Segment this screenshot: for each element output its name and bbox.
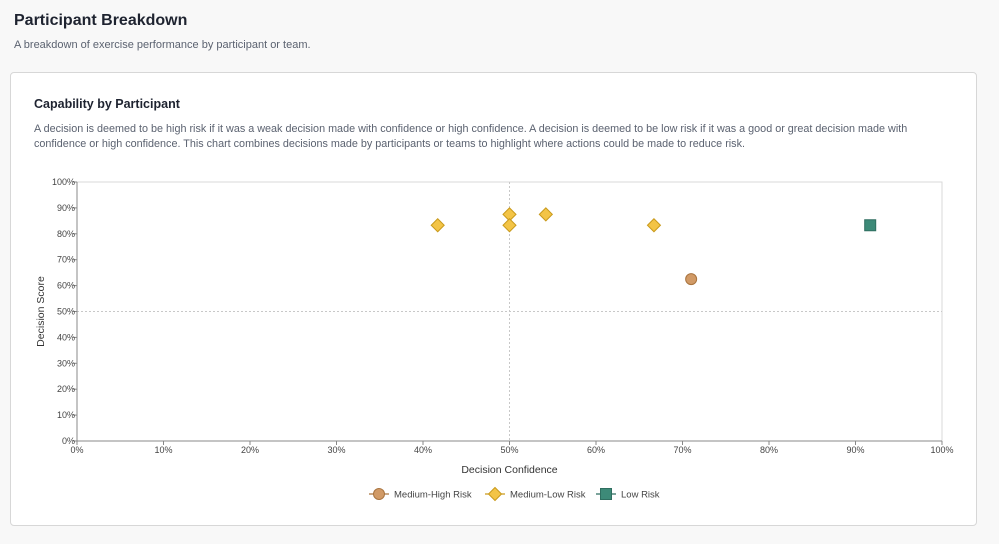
y-tick-label: 10% xyxy=(57,410,75,420)
card-description: A decision is deemed to be high risk if … xyxy=(34,123,908,150)
legend-marker-square xyxy=(600,488,612,500)
y-tick-label: 80% xyxy=(57,229,75,239)
x-tick-label: 60% xyxy=(587,445,605,455)
legend-label: Low Risk xyxy=(621,490,660,501)
chart-card: Capability by Participant A decision is … xyxy=(10,72,977,526)
card-title: Capability by Participant xyxy=(34,97,180,111)
x-tick-label: 30% xyxy=(327,445,345,455)
x-tick-label: 70% xyxy=(673,445,691,455)
data-point-diamond xyxy=(502,218,517,233)
x-tick-label: 100% xyxy=(930,445,953,455)
legend-label: Medium-Low Risk xyxy=(510,490,586,501)
y-tick-label: 100% xyxy=(52,177,75,187)
data-point-diamond xyxy=(538,207,554,222)
y-axis-title: Decision Score xyxy=(35,276,47,347)
x-tick-label: 0% xyxy=(70,445,83,455)
y-tick-label: 50% xyxy=(57,307,75,317)
y-tick-label: 40% xyxy=(57,332,75,342)
y-tick-label: 60% xyxy=(57,281,75,291)
y-tick-label: 90% xyxy=(57,203,75,213)
y-tick-label: 70% xyxy=(57,255,75,265)
data-point-diamond xyxy=(646,218,662,233)
y-tick-label: 30% xyxy=(57,358,75,368)
legend-marker-diamond xyxy=(487,486,503,502)
legend-label: Medium-High Risk xyxy=(394,490,472,501)
x-axis-title: Decision Confidence xyxy=(461,464,557,476)
x-tick-label: 80% xyxy=(760,445,778,455)
page-subtitle: A breakdown of exercise performance by p… xyxy=(14,39,311,51)
x-tick-label: 50% xyxy=(500,445,518,455)
x-tick-label: 40% xyxy=(414,445,432,455)
data-point-diamond xyxy=(430,218,445,233)
x-tick-label: 20% xyxy=(241,445,259,455)
legend-marker-circle xyxy=(373,488,385,500)
scatter-chart: 0% 10% 20% 30% 40% 50% 60% 70% 80% 90% 100% 0% 10% 20… xyxy=(35,177,954,502)
data-point-circle xyxy=(685,273,698,286)
page-title: Participant Breakdown xyxy=(14,12,188,29)
x-tick-label: 90% xyxy=(846,445,864,455)
y-tick-label: 20% xyxy=(57,384,75,394)
data-point-square xyxy=(864,219,877,232)
y-tick-label: 0% xyxy=(62,436,75,446)
x-tick-label: 10% xyxy=(154,445,172,455)
